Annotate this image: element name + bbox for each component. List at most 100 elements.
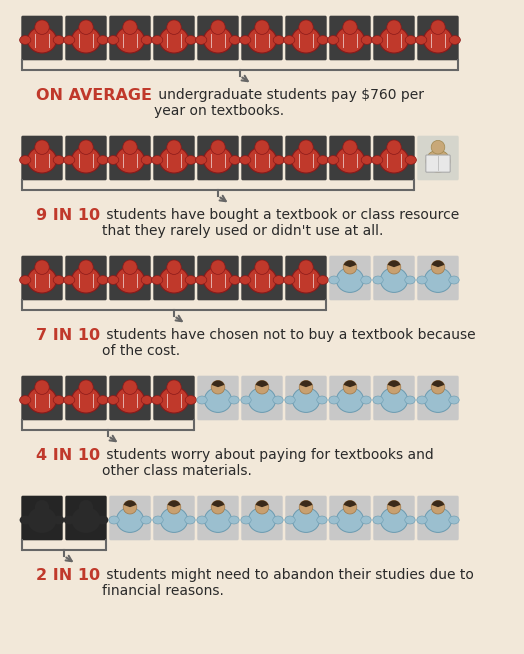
- Ellipse shape: [405, 156, 417, 164]
- Text: 2 IN 10: 2 IN 10: [36, 568, 100, 583]
- Ellipse shape: [72, 267, 101, 293]
- Circle shape: [431, 20, 445, 35]
- Circle shape: [387, 381, 401, 394]
- FancyBboxPatch shape: [198, 375, 239, 421]
- Ellipse shape: [107, 35, 119, 44]
- Ellipse shape: [229, 35, 241, 44]
- Ellipse shape: [317, 275, 329, 284]
- Circle shape: [343, 381, 357, 394]
- Ellipse shape: [417, 516, 427, 524]
- Ellipse shape: [19, 275, 31, 284]
- Ellipse shape: [141, 275, 152, 284]
- Ellipse shape: [63, 396, 75, 404]
- FancyBboxPatch shape: [66, 135, 107, 181]
- Ellipse shape: [424, 388, 452, 413]
- Ellipse shape: [380, 388, 408, 413]
- Ellipse shape: [195, 35, 207, 44]
- Ellipse shape: [229, 156, 241, 164]
- Ellipse shape: [372, 35, 383, 44]
- Wedge shape: [344, 500, 356, 508]
- FancyBboxPatch shape: [66, 496, 107, 540]
- Circle shape: [255, 500, 269, 514]
- Ellipse shape: [317, 516, 327, 524]
- Ellipse shape: [97, 515, 108, 525]
- Ellipse shape: [329, 396, 339, 404]
- Ellipse shape: [273, 516, 283, 524]
- Wedge shape: [300, 500, 312, 508]
- Circle shape: [79, 500, 93, 515]
- Circle shape: [123, 380, 137, 394]
- FancyBboxPatch shape: [154, 256, 195, 300]
- Ellipse shape: [361, 396, 371, 404]
- FancyBboxPatch shape: [373, 16, 414, 60]
- FancyBboxPatch shape: [241, 375, 283, 421]
- FancyBboxPatch shape: [285, 375, 326, 421]
- Ellipse shape: [63, 35, 75, 44]
- Ellipse shape: [19, 35, 31, 44]
- Ellipse shape: [239, 35, 251, 44]
- Ellipse shape: [151, 156, 163, 164]
- FancyBboxPatch shape: [110, 256, 151, 300]
- Circle shape: [255, 381, 269, 394]
- Ellipse shape: [72, 507, 101, 533]
- Ellipse shape: [380, 508, 408, 532]
- Text: students worry about paying for textbooks and
other class materials.: students worry about paying for textbook…: [102, 448, 434, 478]
- Ellipse shape: [53, 156, 64, 164]
- Circle shape: [35, 500, 49, 515]
- FancyBboxPatch shape: [329, 375, 370, 421]
- Ellipse shape: [291, 147, 320, 173]
- FancyBboxPatch shape: [373, 375, 414, 421]
- Ellipse shape: [285, 396, 295, 404]
- Ellipse shape: [292, 388, 320, 413]
- Ellipse shape: [53, 515, 64, 525]
- FancyBboxPatch shape: [154, 496, 195, 540]
- FancyBboxPatch shape: [241, 16, 283, 60]
- Text: undergraduate students pay $760 per
year on textbooks.: undergraduate students pay $760 per year…: [154, 88, 424, 118]
- Ellipse shape: [28, 27, 57, 53]
- Circle shape: [79, 260, 93, 275]
- Circle shape: [167, 500, 181, 514]
- Circle shape: [35, 380, 49, 394]
- Ellipse shape: [204, 508, 232, 532]
- FancyBboxPatch shape: [329, 16, 370, 60]
- Ellipse shape: [379, 27, 408, 53]
- FancyBboxPatch shape: [66, 256, 107, 300]
- Ellipse shape: [336, 388, 364, 413]
- Ellipse shape: [116, 508, 144, 532]
- Ellipse shape: [116, 387, 145, 413]
- Ellipse shape: [335, 147, 364, 173]
- Text: students have chosen not to buy a textbook because
of the cost.: students have chosen not to buy a textbo…: [102, 328, 476, 358]
- Wedge shape: [388, 500, 400, 508]
- Ellipse shape: [273, 156, 285, 164]
- Ellipse shape: [195, 156, 207, 164]
- Ellipse shape: [416, 35, 427, 44]
- Ellipse shape: [97, 275, 108, 284]
- Wedge shape: [124, 500, 136, 508]
- Ellipse shape: [373, 276, 383, 284]
- Ellipse shape: [160, 508, 188, 532]
- Ellipse shape: [248, 267, 276, 293]
- Wedge shape: [212, 500, 224, 508]
- Ellipse shape: [116, 27, 145, 53]
- Circle shape: [431, 260, 445, 274]
- FancyBboxPatch shape: [373, 135, 414, 181]
- Circle shape: [255, 20, 269, 35]
- Ellipse shape: [373, 396, 383, 404]
- Circle shape: [431, 141, 445, 154]
- Circle shape: [211, 381, 225, 394]
- FancyBboxPatch shape: [198, 256, 239, 300]
- Ellipse shape: [151, 275, 163, 284]
- Ellipse shape: [405, 516, 415, 524]
- FancyBboxPatch shape: [373, 256, 414, 300]
- Ellipse shape: [185, 275, 196, 284]
- Ellipse shape: [204, 267, 233, 293]
- Circle shape: [387, 260, 401, 274]
- Ellipse shape: [405, 35, 417, 44]
- Ellipse shape: [185, 396, 196, 404]
- Ellipse shape: [53, 35, 64, 44]
- Circle shape: [343, 500, 357, 514]
- Wedge shape: [300, 381, 312, 387]
- Ellipse shape: [107, 396, 119, 404]
- Ellipse shape: [239, 275, 251, 284]
- FancyBboxPatch shape: [285, 135, 326, 181]
